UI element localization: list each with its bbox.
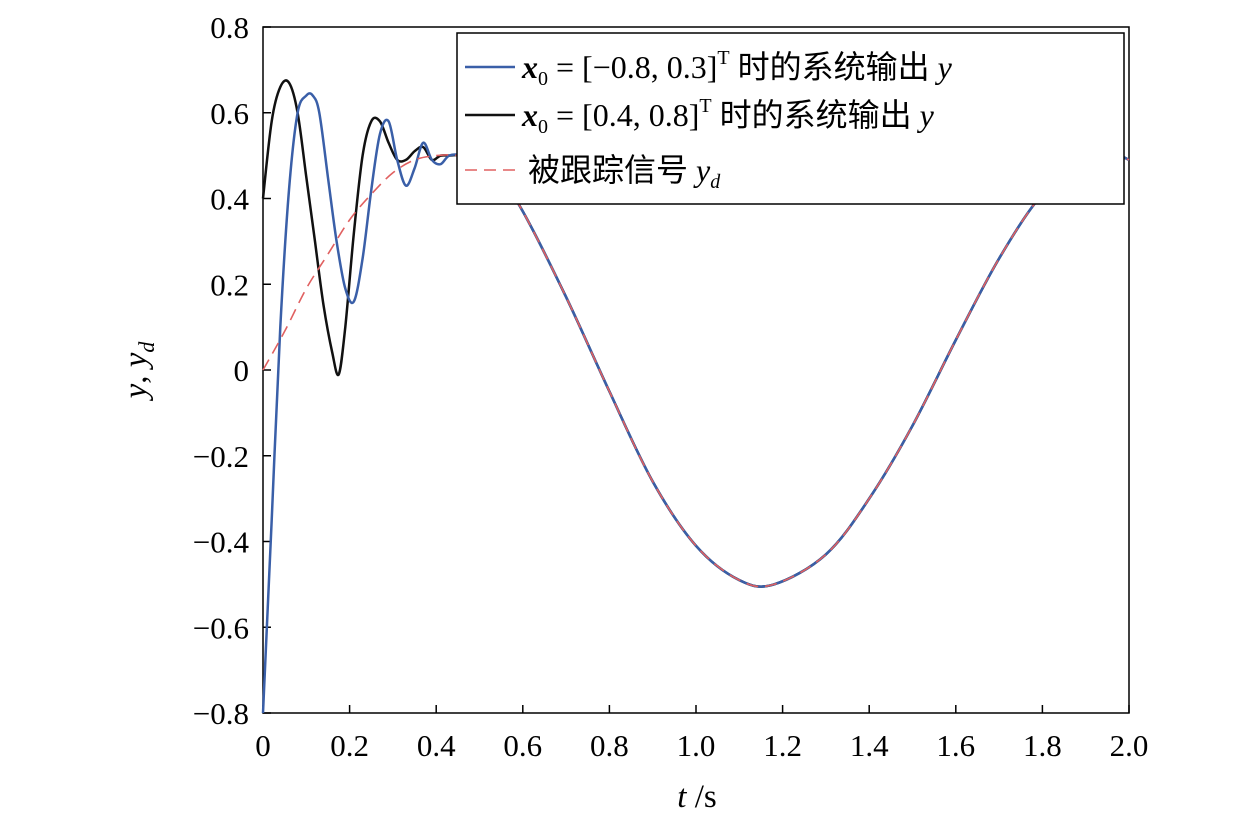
y-tick-label: 0.4 xyxy=(210,182,249,217)
x-tick-label: 2.0 xyxy=(1110,728,1149,763)
legend: x0 = [−0.8, 0.3]T 时的系统输出 y x0 = [0.4, 0.… xyxy=(456,32,1125,205)
y-axis-title: y, yd xyxy=(118,341,159,402)
legend-entry-2: x0 = [0.4, 0.8]T 时的系统输出 y xyxy=(465,95,935,138)
legend-label-3: 被跟踪信号 yd xyxy=(528,152,721,193)
legend-entry-1: x0 = [−0.8, 0.3]T 时的系统输出 y xyxy=(465,47,953,90)
y-tick-label: 0 xyxy=(234,353,250,388)
legend-box xyxy=(456,32,1125,205)
y-tick-label: −0.2 xyxy=(193,439,249,474)
series-layer xyxy=(261,79,1130,714)
x-tick-label: 0.4 xyxy=(417,728,456,763)
legend-entry-3: 被跟踪信号 yd xyxy=(465,152,721,193)
y-tick-label: −0.6 xyxy=(193,610,249,645)
x-tick-label: 0.6 xyxy=(503,728,542,763)
legend-label-1: x0 = [−0.8, 0.3]T 时的系统输出 y xyxy=(521,47,953,90)
y-tick-label: −0.8 xyxy=(193,696,249,731)
x-tick-label: 1.6 xyxy=(936,728,975,763)
x-tick-label: 0 xyxy=(255,728,271,763)
x-axis-title: t /s xyxy=(677,779,716,815)
x-tick-label: 1.8 xyxy=(1023,728,1062,763)
series-line-reference xyxy=(262,154,1130,588)
y-tick-label: 0.6 xyxy=(210,96,249,131)
x-tick-label: 1.4 xyxy=(850,728,889,763)
y-tick-label: 0.8 xyxy=(210,10,249,45)
legend-label-2: x0 = [0.4, 0.8]T 时的系统输出 y xyxy=(521,95,935,138)
y-tick-label: −0.4 xyxy=(193,525,250,560)
y-axis-ticks: −0.8 −0.6 −0.4 −0.2 0 0.2 0.4 0.6 0.8 xyxy=(193,10,271,731)
x-tick-label: 0.2 xyxy=(330,728,369,763)
x-axis-ticks: 0 0.2 0.4 0.6 0.8 1.0 1.2 1.4 1.6 1.8 2.0 xyxy=(255,705,1148,763)
x-tick-label: 1.0 xyxy=(677,728,716,763)
y-tick-label: 0.2 xyxy=(210,267,249,302)
x-tick-label: 0.8 xyxy=(590,728,629,763)
x-tick-label: 1.2 xyxy=(763,728,802,763)
